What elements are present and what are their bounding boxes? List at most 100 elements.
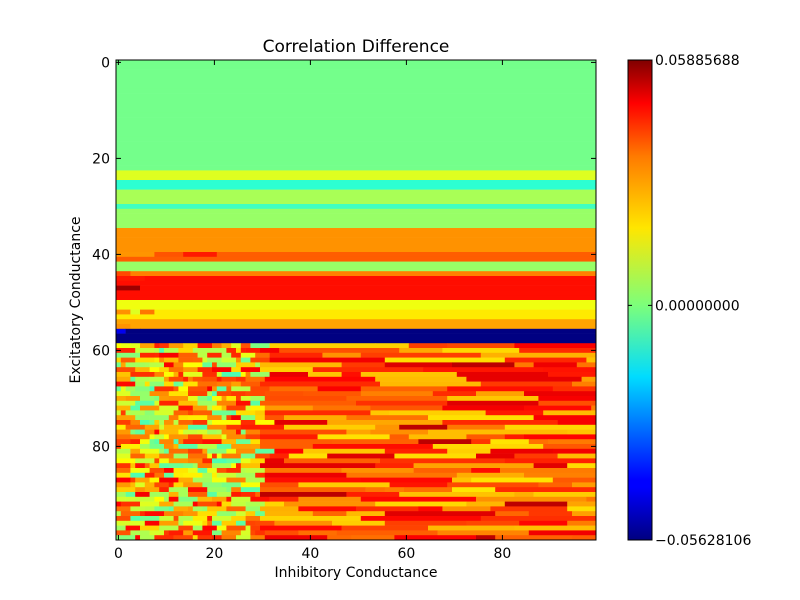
chart-title: Correlation Difference (263, 37, 450, 57)
heatmap-cell (130, 376, 136, 382)
heatmap-cell (168, 482, 174, 488)
heatmap-cell (173, 444, 179, 450)
heatmap-cell (586, 496, 597, 502)
heatmap-cell (120, 386, 126, 392)
heatmap-cell (250, 343, 270, 349)
y-axis: 0 20 40 60 80 (92, 55, 596, 455)
heatmap-cell (202, 482, 222, 488)
heatmap-cell (442, 348, 520, 354)
heatmap-cell (116, 343, 122, 349)
heatmap-cell (125, 424, 146, 430)
heatmap-cell (269, 372, 309, 378)
heatmap-cell (178, 352, 198, 358)
heatmap-cell (269, 453, 290, 459)
heatmap-cell (120, 444, 141, 450)
heatmap-cell (255, 448, 275, 454)
heatmap-cell (216, 492, 232, 498)
heatmap-cell (500, 468, 597, 474)
heatmap-cell (221, 501, 232, 507)
heatmap-cell (202, 372, 218, 378)
heatmap-cell (240, 458, 251, 464)
heatmap-cell (183, 367, 198, 373)
heatmap-cell (269, 496, 299, 502)
heatmap-cell (476, 535, 496, 541)
heatmap-cell (173, 516, 179, 522)
heatmap-cell (288, 453, 328, 459)
heatmap-cell (202, 472, 213, 478)
heatmap-cell (135, 367, 150, 373)
heatmap-cell (322, 352, 362, 358)
heatmap-cell (116, 463, 131, 469)
heatmap-cell (159, 367, 170, 373)
heatmap-cell (260, 348, 280, 354)
heatmap-cell (202, 362, 213, 368)
heatmap-cell (212, 420, 227, 426)
heatmap-cell (144, 362, 150, 368)
heatmap-cell (255, 410, 266, 416)
heatmap-cell (154, 357, 160, 363)
heatmap-cell (360, 352, 482, 358)
heatmap-cell (144, 472, 155, 478)
heatmap-cell (216, 362, 237, 368)
heatmap-cell (428, 525, 515, 531)
heatmap-cell (188, 424, 208, 430)
heatmap-cell (202, 434, 222, 440)
heatmap-cell (260, 444, 314, 450)
heatmap-cell (504, 357, 587, 363)
heatmap-cell (303, 391, 362, 397)
heatmap-cell (533, 415, 597, 421)
heatmap-cell (192, 420, 208, 426)
heatmap-cell (188, 396, 198, 402)
heatmap-cell (274, 420, 328, 426)
heatmap-cell (116, 160, 597, 166)
heatmap-cell (346, 415, 429, 421)
heatmap-cell (264, 405, 314, 411)
heatmap-cell (168, 434, 189, 440)
heatmap-cell (135, 482, 146, 488)
heatmap-cell (274, 448, 304, 454)
heatmap-cell (135, 535, 141, 541)
heatmap-cell (576, 362, 597, 368)
heatmap-cell (394, 453, 477, 459)
heatmap-cell (212, 410, 232, 416)
heatmap-cell (140, 420, 150, 426)
heatmap-cell (178, 496, 198, 502)
heatmap-cell (240, 415, 256, 421)
heatmap-cell (264, 410, 371, 416)
heatmap-cell (240, 420, 256, 426)
heatmap-cell (466, 434, 506, 440)
heatmap-cell (250, 405, 266, 411)
heatmap-cell (226, 348, 237, 354)
heatmap-cell (116, 530, 131, 536)
heatmap-cell (365, 487, 386, 493)
heatmap-cell (135, 429, 146, 435)
heatmap-cell (236, 472, 256, 478)
heatmap-cell (236, 410, 256, 416)
heatmap-cell (255, 396, 266, 402)
heatmap-cell (154, 372, 165, 378)
heatmap-cell (255, 362, 261, 368)
heatmap-cell (154, 396, 160, 402)
heatmap-cell (116, 496, 126, 502)
heatmap-cell (168, 448, 189, 454)
heatmap-cell (394, 535, 477, 541)
heatmap-cell (183, 439, 203, 445)
heatmap-cell (255, 415, 266, 421)
heatmap-cell (178, 429, 184, 435)
heatmap-cell (116, 439, 131, 445)
heatmap-cell (567, 463, 597, 469)
heatmap-cell (572, 511, 597, 517)
heatmap-cell (226, 448, 237, 454)
heatmap-cell (164, 434, 170, 440)
heatmap-cell (116, 410, 122, 416)
heatmap-cell (116, 108, 597, 114)
heatmap-cell (140, 343, 155, 349)
heatmap-cell (408, 434, 467, 440)
heatmap-cell (116, 189, 597, 195)
heatmap-cell (216, 400, 237, 406)
heatmap-cell (116, 405, 131, 411)
heatmap-cell (264, 501, 285, 507)
heatmap-cell (226, 415, 232, 421)
heatmap-cell (428, 415, 534, 421)
heatmap-cell (245, 429, 261, 435)
